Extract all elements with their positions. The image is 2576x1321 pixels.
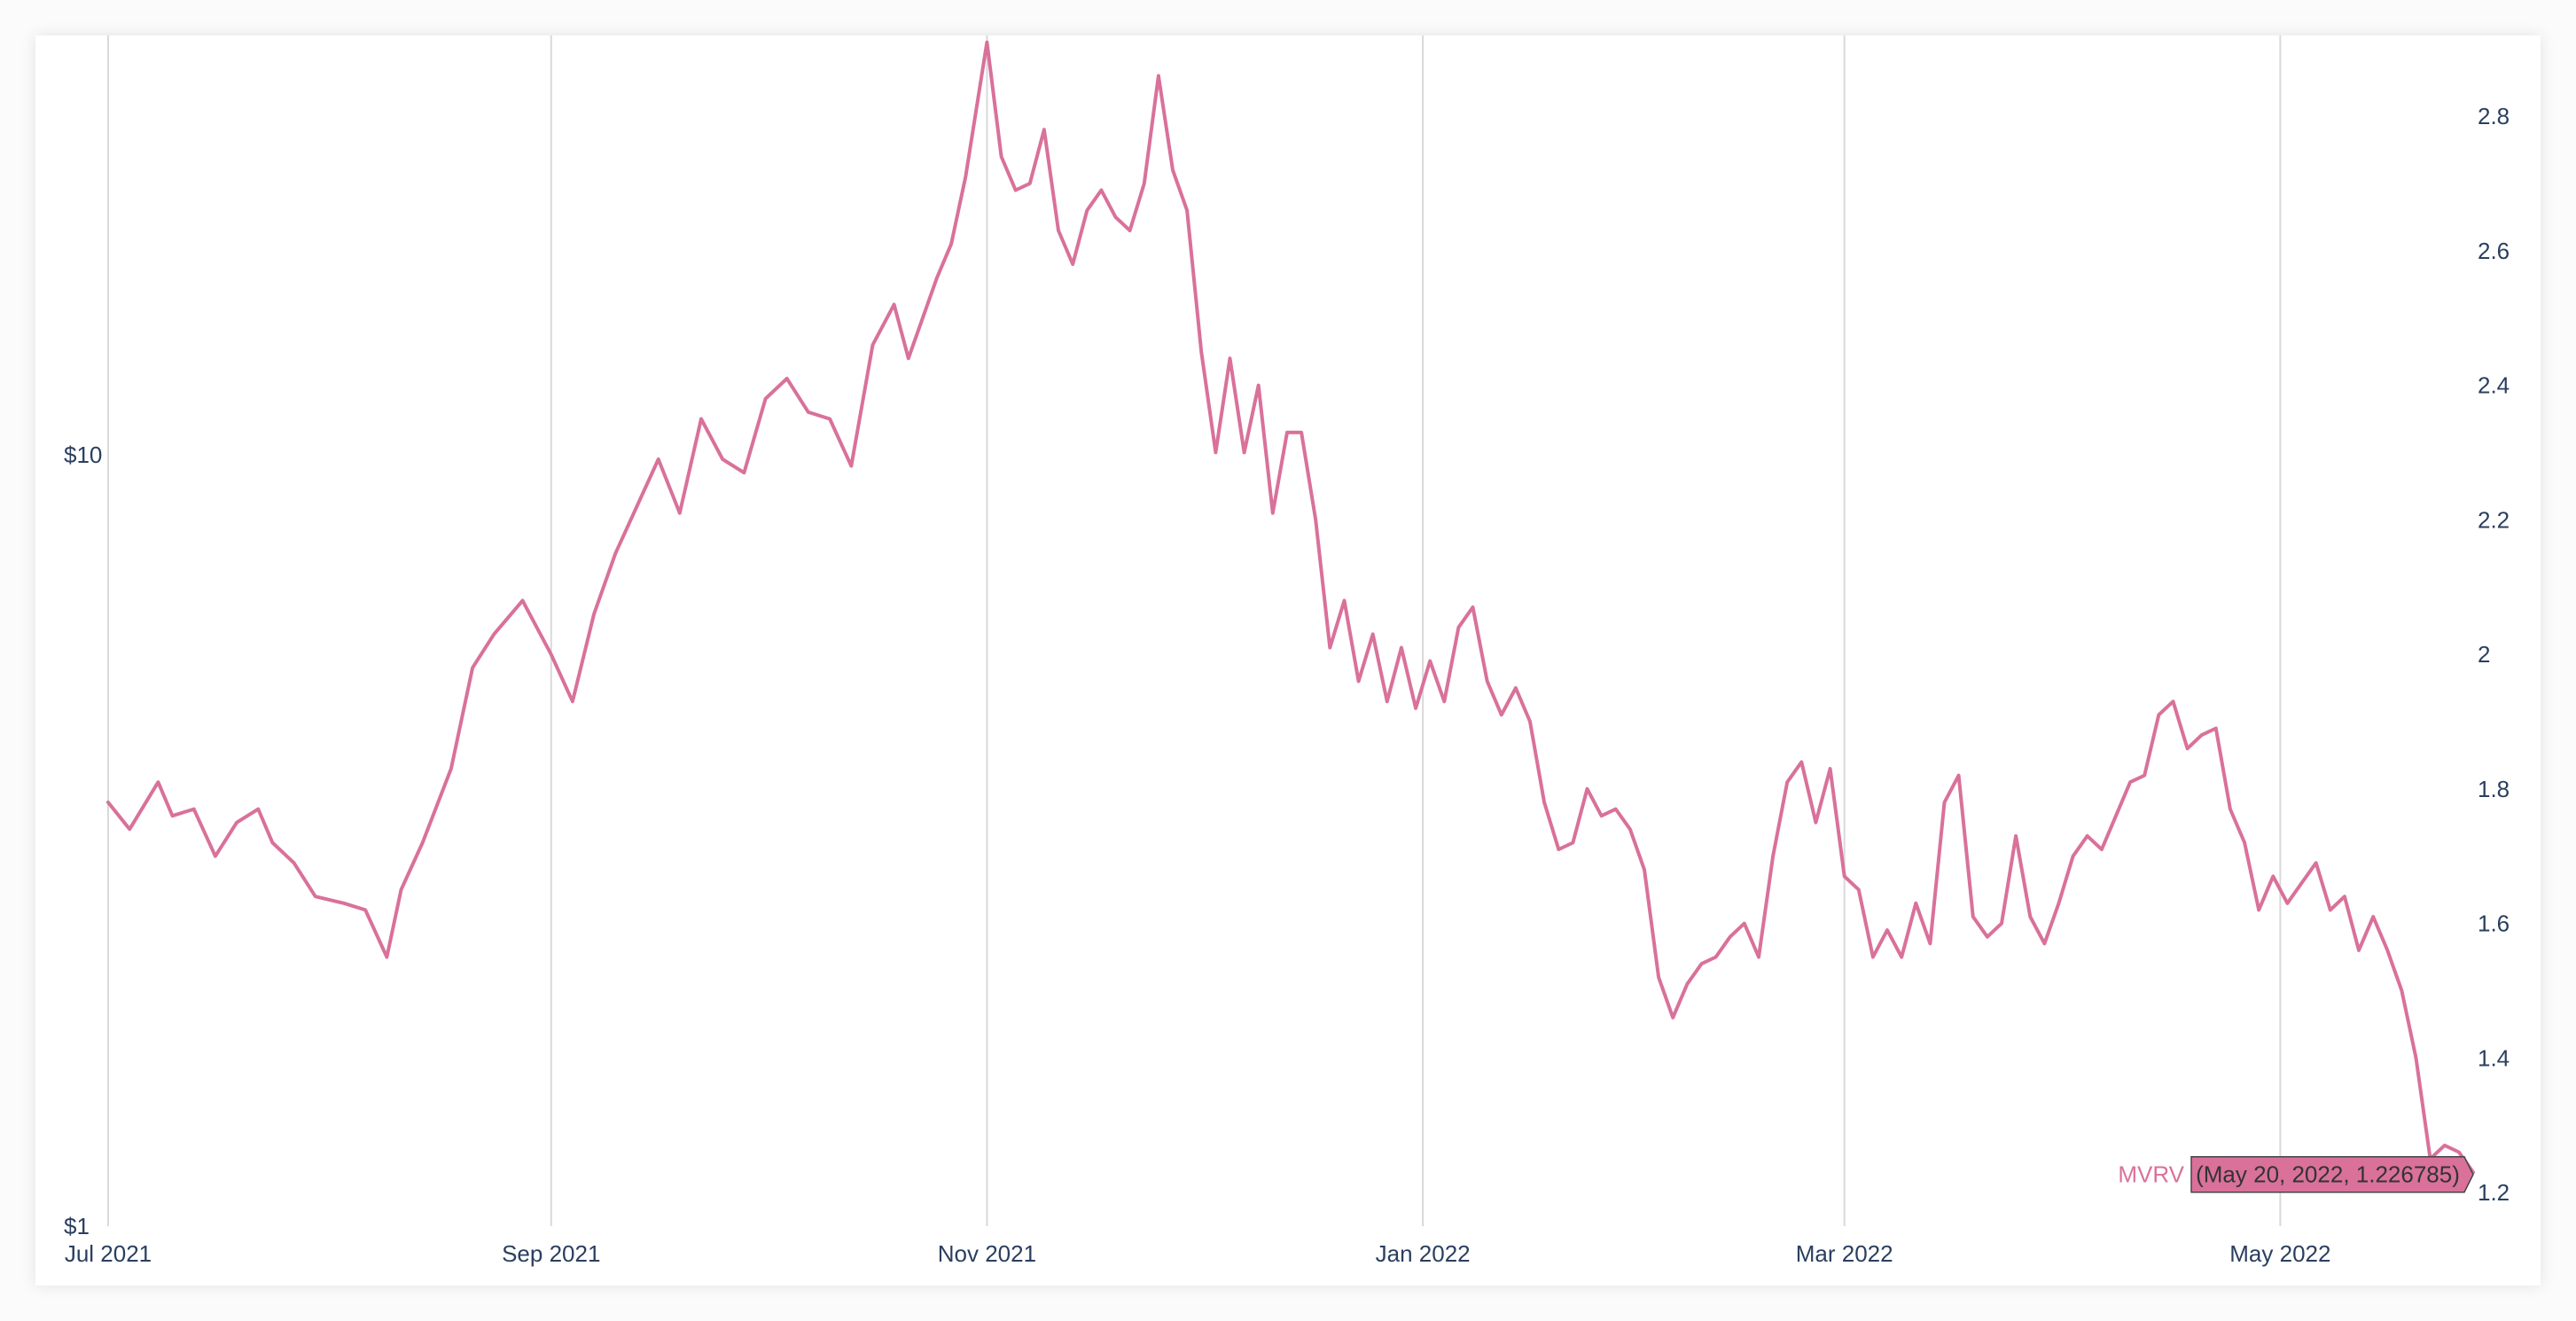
y-left-tick-label: $10 bbox=[64, 442, 102, 468]
y-right-tick-label: 2.6 bbox=[2478, 238, 2510, 264]
y-left-tick-labels: $1 $10 bbox=[64, 442, 102, 1239]
y-right-tick-labels: 1.2 1.4 1.6 1.8 2 2.2 2.4 2.6 2.8 bbox=[2478, 103, 2510, 1206]
y-right-tick-label: 2.4 bbox=[2478, 372, 2510, 399]
y-right-tick-label: 2.8 bbox=[2478, 103, 2510, 129]
x-tick-label: Mar 2022 bbox=[1796, 1240, 1893, 1267]
x-tick-label: Jul 2021 bbox=[65, 1240, 152, 1267]
hover-value-text: (May 20, 2022, 1.226785) bbox=[2196, 1161, 2460, 1188]
y-left-tick-label: $1 bbox=[64, 1213, 90, 1239]
hover-series-label: MVRV bbox=[2118, 1161, 2184, 1188]
hover-tooltip: (May 20, 2022, 1.226785) MVRV bbox=[2118, 1155, 2474, 1193]
x-gridlines bbox=[107, 35, 2282, 1226]
x-tick-label: Jan 2022 bbox=[1376, 1240, 1471, 1267]
x-tick-label: May 2022 bbox=[2229, 1240, 2330, 1267]
hover-box bbox=[2190, 1155, 2474, 1193]
y-right-tick-label: 1.2 bbox=[2478, 1179, 2510, 1206]
x-axis-tick-labels: Jul 2021 Sep 2021 Nov 2021 Jan 2022 Mar 2022… bbox=[65, 1240, 2331, 1267]
x-tick-label: Nov 2021 bbox=[938, 1240, 1036, 1267]
x-tick-label: Sep 2021 bbox=[502, 1240, 600, 1267]
chart-card bbox=[35, 35, 2541, 1286]
y-right-tick-label: 1.8 bbox=[2478, 776, 2510, 802]
y-right-tick-label: 1.6 bbox=[2478, 911, 2510, 937]
series-line-mvrv[interactable] bbox=[106, 40, 2475, 1175]
y-right-tick-label: 1.4 bbox=[2478, 1044, 2510, 1071]
y-right-tick-label: 2 bbox=[2478, 641, 2490, 668]
y-right-tick-label: 2.2 bbox=[2478, 506, 2510, 533]
